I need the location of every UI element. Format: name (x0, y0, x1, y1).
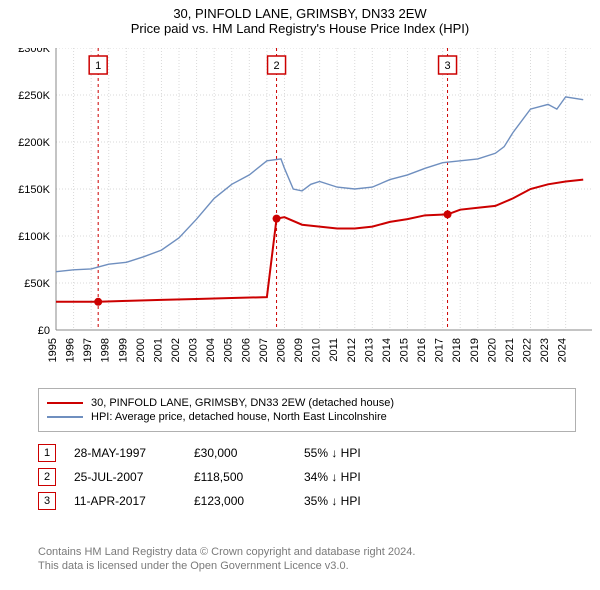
svg-text:£250K: £250K (18, 90, 50, 102)
svg-text:2023: 2023 (539, 338, 551, 362)
svg-text:2: 2 (273, 60, 279, 72)
marker-row: 2 25-JUL-2007£118,50034% ↓ HPI (38, 468, 578, 486)
marker-badge: 1 (38, 444, 56, 462)
legend-swatch (47, 402, 83, 404)
marker-price: £123,000 (194, 494, 304, 508)
marker-table: 1 28-MAY-1997£30,00055% ↓ HPI 2 25-JUL-2007… (38, 438, 578, 516)
marker-badge: 2 (38, 468, 56, 486)
legend-label: 30, PINFOLD LANE, GRIMSBY, DN33 2EW (det… (91, 397, 394, 409)
svg-text:2012: 2012 (346, 338, 358, 362)
marker-date: 11-APR-2017 (74, 494, 194, 508)
svg-text:2008: 2008 (275, 338, 287, 362)
svg-text:2019: 2019 (469, 338, 481, 362)
footer-attribution: Contains HM Land Registry data © Crown c… (38, 546, 578, 574)
svg-text:2014: 2014 (381, 338, 393, 362)
marker-row: 3 11-APR-2017£123,00035% ↓ HPI (38, 492, 578, 510)
chart-container: 30, PINFOLD LANE, GRIMSBY, DN33 2EW Pric… (0, 0, 600, 590)
svg-text:2011: 2011 (328, 338, 340, 362)
svg-text:1999: 1999 (117, 338, 129, 362)
plot-area: £0 £50K £100K £150K £200K £250K £300K 1995 1996 1… (8, 48, 592, 378)
svg-text:2005: 2005 (223, 338, 235, 362)
svg-text:2013: 2013 (363, 338, 375, 362)
marker-date: 25-JUL-2007 (74, 470, 194, 484)
svg-text:2015: 2015 (398, 338, 410, 362)
svg-text:1995: 1995 (47, 338, 59, 362)
marker-date: 28-MAY-1997 (74, 446, 194, 460)
legend-row: HPI: Average price, detached house, Nort… (47, 411, 567, 423)
svg-text:2007: 2007 (258, 338, 270, 362)
chart-svg: £0 £50K £100K £150K £200K £250K £300K 1995 1996 1… (8, 48, 592, 378)
svg-text:1996: 1996 (65, 338, 77, 362)
svg-text:£150K: £150K (18, 184, 50, 196)
chart-subtitle: Price paid vs. HM Land Registry's House … (0, 21, 600, 40)
svg-text:2003: 2003 (188, 338, 200, 362)
marker-delta: 55% ↓ HPI (304, 446, 361, 460)
svg-text:2010: 2010 (311, 338, 323, 362)
svg-text:2001: 2001 (152, 338, 164, 362)
marker-row: 1 28-MAY-1997£30,00055% ↓ HPI (38, 444, 578, 462)
svg-text:£100K: £100K (18, 231, 50, 243)
marker-price: £118,500 (194, 470, 304, 484)
svg-text:3: 3 (444, 60, 450, 72)
svg-text:2004: 2004 (205, 338, 217, 362)
footer-line2: This data is licensed under the Open Gov… (38, 560, 578, 574)
svg-text:2000: 2000 (135, 338, 147, 362)
svg-text:2017: 2017 (434, 338, 446, 362)
marker-delta: 34% ↓ HPI (304, 470, 361, 484)
svg-text:2021: 2021 (504, 338, 516, 362)
footer-line1: Contains HM Land Registry data © Crown c… (38, 546, 578, 560)
marker-price: £30,000 (194, 446, 304, 460)
svg-text:£200K: £200K (18, 137, 50, 149)
svg-text:£50K: £50K (24, 278, 50, 290)
svg-text:2020: 2020 (486, 338, 498, 362)
marker-delta: 35% ↓ HPI (304, 494, 361, 508)
svg-text:2016: 2016 (416, 338, 428, 362)
svg-text:1: 1 (95, 60, 101, 72)
chart-title: 30, PINFOLD LANE, GRIMSBY, DN33 2EW (0, 0, 600, 21)
svg-text:2002: 2002 (170, 338, 182, 362)
svg-text:£0: £0 (38, 325, 50, 337)
svg-text:2018: 2018 (451, 338, 463, 362)
svg-text:£300K: £300K (18, 48, 50, 55)
legend-swatch (47, 416, 83, 418)
legend-label: HPI: Average price, detached house, Nort… (91, 411, 387, 423)
svg-text:1998: 1998 (100, 338, 112, 362)
legend-row: 30, PINFOLD LANE, GRIMSBY, DN33 2EW (det… (47, 397, 567, 409)
marker-badge: 3 (38, 492, 56, 510)
svg-text:2022: 2022 (521, 338, 533, 362)
legend: 30, PINFOLD LANE, GRIMSBY, DN33 2EW (det… (38, 388, 576, 432)
svg-text:1997: 1997 (82, 338, 94, 362)
svg-text:2024: 2024 (557, 338, 569, 362)
svg-text:2006: 2006 (240, 338, 252, 362)
svg-text:2009: 2009 (293, 338, 305, 362)
